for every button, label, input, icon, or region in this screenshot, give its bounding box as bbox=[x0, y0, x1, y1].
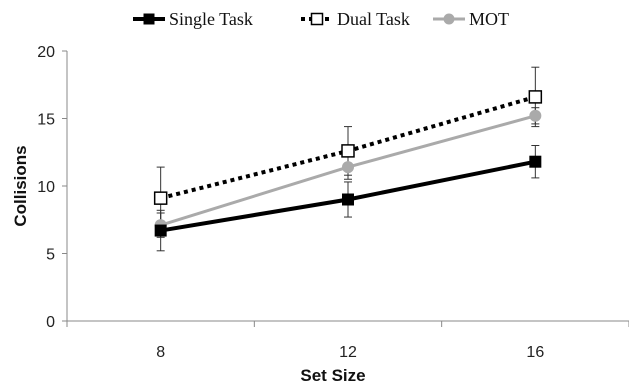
y-axis-title: Collisions bbox=[11, 145, 30, 226]
marker-dual-task bbox=[310, 12, 324, 26]
marker-single-task bbox=[154, 224, 167, 237]
legend-item-dual-task: Dual Task bbox=[301, 9, 410, 29]
y-tick-label: 0 bbox=[46, 314, 55, 331]
marker-single-task bbox=[342, 193, 354, 206]
x-axis-title: Set Size bbox=[300, 366, 365, 385]
marker-mot bbox=[342, 161, 354, 174]
x-ticks: 8 12 16 bbox=[66, 321, 629, 361]
x-tick-label: 12 bbox=[339, 344, 357, 361]
y-tick-label: 20 bbox=[37, 44, 55, 61]
marker-single-task bbox=[143, 13, 155, 25]
y-tick-label: 5 bbox=[46, 247, 55, 264]
y-tick-label: 15 bbox=[37, 112, 55, 129]
legend-item-mot: MOT bbox=[433, 9, 509, 29]
y-tick-label: 10 bbox=[37, 179, 55, 196]
legend-label: Single Task bbox=[169, 9, 253, 29]
marker-dual-task bbox=[528, 90, 543, 104]
legend-item-single-task: Single Task bbox=[133, 9, 253, 29]
legend: Single Task Dual Task MOT bbox=[133, 9, 509, 29]
legend-label: MOT bbox=[469, 9, 509, 29]
legend-label: Dual Task bbox=[337, 9, 410, 29]
marker-mot bbox=[443, 13, 455, 25]
marker-dual-task bbox=[341, 144, 355, 158]
marker-dual-task bbox=[153, 191, 168, 205]
series-markers bbox=[153, 90, 543, 237]
x-tick-label: 8 bbox=[156, 344, 165, 361]
marker-mot bbox=[529, 109, 542, 122]
marker-single-task bbox=[529, 155, 542, 168]
y-ticks: 0 5 10 15 20 bbox=[37, 44, 67, 331]
x-tick-label: 16 bbox=[526, 344, 544, 361]
